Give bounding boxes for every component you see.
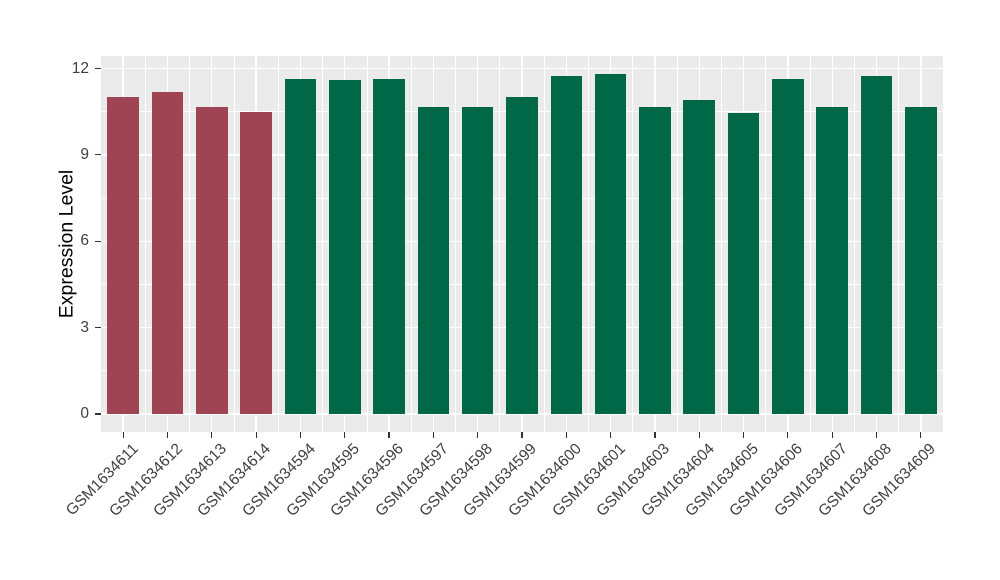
x-axis-tick [698,432,700,438]
x-axis-tick [831,432,833,438]
plot-panel [101,56,943,432]
x-axis-tick [875,432,878,438]
bar-GSM1634605 [727,113,760,414]
bar-GSM1634601 [594,74,627,414]
y-axis-title: Expression Level [55,169,78,319]
x-axis-tick [344,432,346,438]
y-tick-label: 3 [80,318,89,336]
bar-GSM1634597 [417,107,450,414]
y-axis-tick [95,154,101,156]
minor-gridline-x [499,56,501,432]
bar-GSM1634609 [905,107,937,414]
minor-gridline-x [233,56,235,432]
x-axis-tick [610,432,612,438]
minor-gridline-x [854,56,855,432]
bar-GSM1634612 [151,91,184,414]
y-tick-label: 9 [80,145,89,163]
minor-gridline-x [898,56,900,432]
y-tick-label: 0 [80,405,89,422]
y-axis-tick [95,413,101,415]
minor-gridline-x [189,56,190,432]
bar-GSM1634614 [240,111,272,414]
x-axis-tick [432,432,434,438]
x-axis-tick [654,432,656,438]
y-tick-label: 6 [80,232,89,250]
minor-gridline-x [765,56,767,432]
minor-gridline-x [721,56,722,432]
x-axis-tick [211,432,213,438]
x-axis-tick [742,432,745,438]
minor-gridline-x [455,56,456,432]
x-axis-tick [388,432,390,438]
bar-GSM1634611 [107,97,139,414]
bar-GSM1634613 [195,107,228,414]
y-axis-tick [95,240,101,242]
bar-GSM1634604 [683,100,716,414]
x-axis-tick [477,432,479,438]
bar-GSM1634600 [550,75,583,414]
bar-GSM1634607 [816,107,848,414]
y-tick-label: 12 [71,59,89,77]
bar-GSM1634598 [461,107,494,414]
x-axis-tick [299,432,301,438]
y-axis-tick [95,67,101,70]
x-axis-tick [255,432,257,438]
bar-GSM1634596 [373,78,405,414]
x-axis-tick [166,432,169,438]
bar-GSM1634594 [284,78,317,414]
minor-gridline-x [588,56,589,432]
bar-GSM1634606 [772,78,804,414]
minor-gridline-x [809,56,811,432]
y-axis-tick [95,327,101,329]
bar-GSM1634599 [506,97,538,414]
x-axis-tick [787,432,789,438]
x-axis-tick [920,432,922,438]
x-axis-tick [565,432,567,438]
minor-gridline-x [632,56,634,432]
x-axis-tick [521,432,523,438]
minor-gridline-x [543,56,545,432]
minor-gridline-x [410,56,412,432]
x-axis-tick [122,432,124,438]
minor-gridline-x [366,56,368,432]
minor-gridline-x [676,56,678,432]
bar-GSM1634608 [860,75,893,414]
minor-gridline-x [322,56,323,432]
bar-GSM1634595 [328,80,361,414]
bar-GSM1634603 [639,107,671,414]
minor-gridline-x [144,56,146,432]
minor-gridline-x [277,56,279,432]
